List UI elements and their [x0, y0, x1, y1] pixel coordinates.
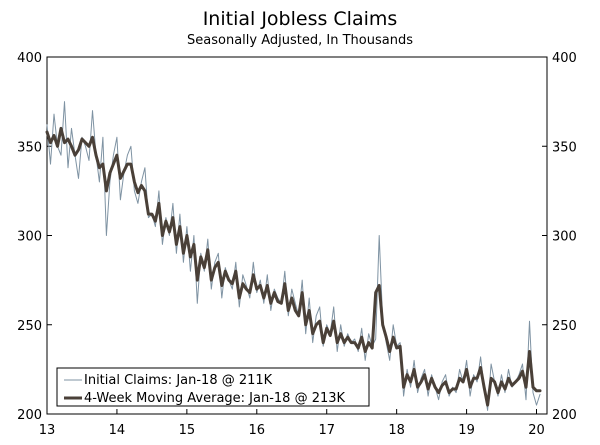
legend: Initial Claims: Jan-18 @ 211K 4-Week Mov… — [56, 367, 370, 407]
y-tick-label-left: 250 — [17, 319, 42, 334]
y-axis-left: 200 250 300 350 400 — [17, 51, 52, 423]
y-tick-label-right: 400 — [552, 51, 577, 66]
y-tick-label-right: 200 — [552, 408, 577, 423]
y-tick-label-right: 350 — [552, 140, 577, 155]
series-layer — [45, 101, 542, 411]
x-tick-label: 17 — [318, 423, 335, 438]
x-tick-label: 16 — [249, 423, 266, 438]
chart-subtitle: Seasonally Adjusted, In Thousands — [187, 33, 413, 48]
y-axis-right: 200 250 300 350 400 — [542, 51, 577, 423]
x-tick-label: 13 — [39, 423, 56, 438]
x-tick-label: 18 — [388, 423, 405, 438]
y-tick-label-right: 300 — [552, 230, 577, 245]
x-tick-label: 19 — [458, 423, 475, 438]
x-tick-label: 14 — [109, 423, 126, 438]
legend-box — [56, 367, 370, 407]
chart-title: Initial Jobless Claims — [203, 8, 398, 30]
y-tick-label-left: 400 — [17, 51, 42, 66]
legend-label-moving-average: 4-Week Moving Average: Jan-18 @ 213K — [84, 391, 346, 406]
y-tick-label-left: 300 — [17, 230, 42, 245]
y-tick-label-right: 250 — [552, 319, 577, 334]
x-axis: 13 14 15 16 17 18 19 20 — [39, 409, 545, 438]
x-tick-label: 20 — [528, 423, 545, 438]
y-tick-label-left: 350 — [17, 140, 42, 155]
series-line-initial-claims — [46, 101, 541, 411]
x-tick-label: 15 — [179, 423, 196, 438]
plot-frame — [46, 56, 548, 415]
y-tick-label-left: 200 — [17, 408, 42, 423]
legend-label-initial-claims: Initial Claims: Jan-18 @ 211K — [84, 373, 273, 388]
series-line-moving-average — [45, 126, 542, 407]
